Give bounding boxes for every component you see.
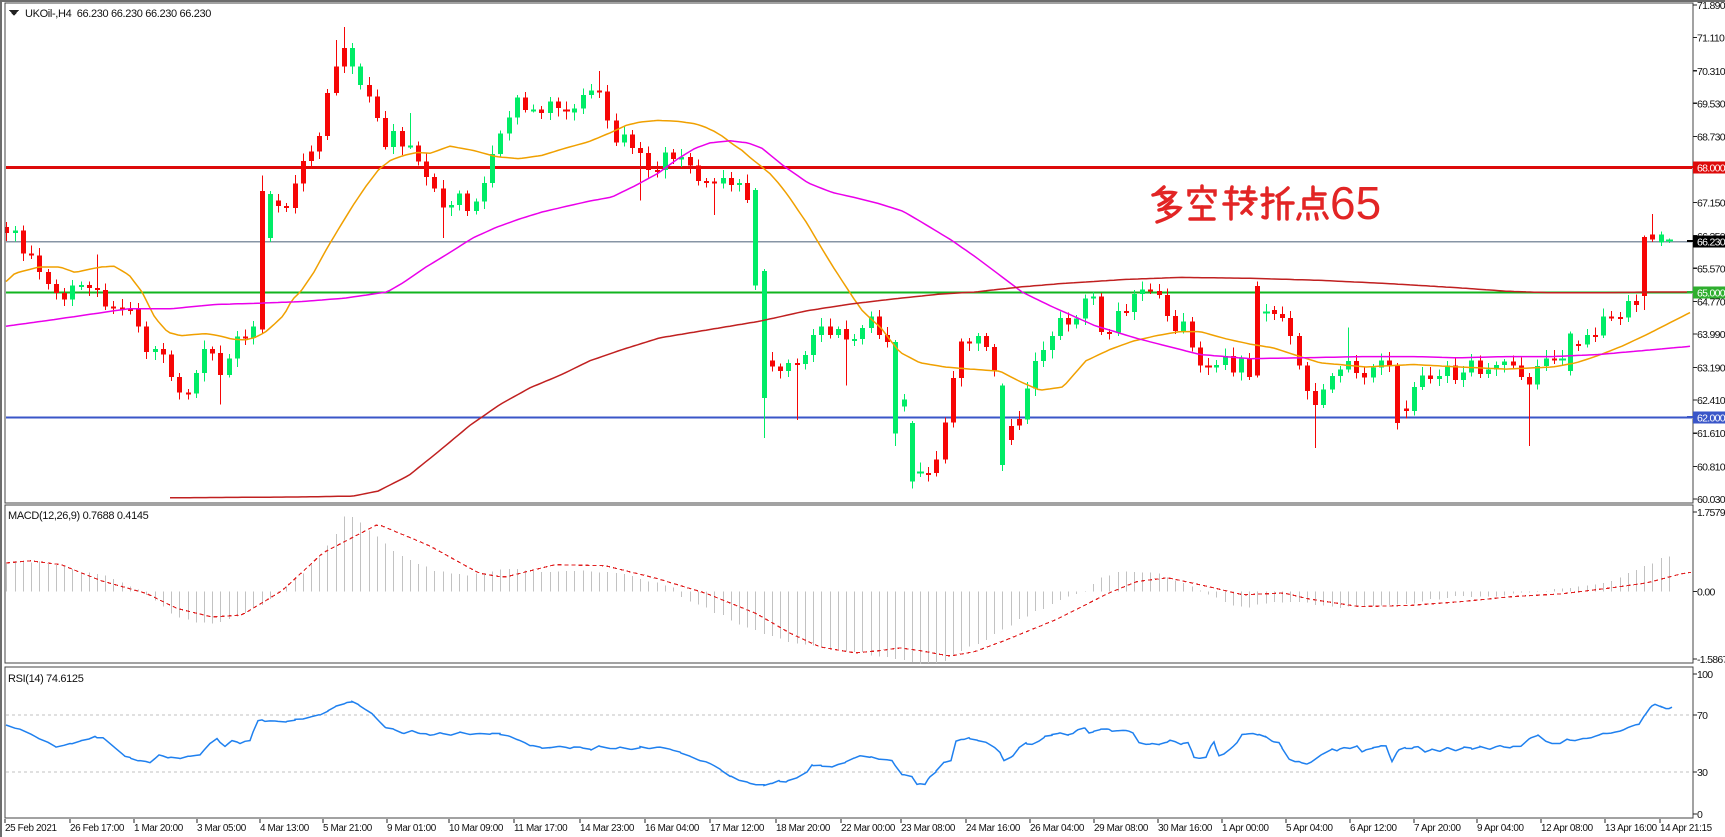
svg-text:0.00: 0.00 [1697, 587, 1715, 599]
svg-text:17 Mar 12:00: 17 Mar 12:00 [710, 823, 765, 834]
svg-text:9 Mar 01:00: 9 Mar 01:00 [387, 823, 437, 834]
svg-text:30 Mar 16:00: 30 Mar 16:00 [1158, 823, 1213, 834]
svg-text:29 Mar 08:00: 29 Mar 08:00 [1094, 823, 1149, 834]
svg-text:69.530: 69.530 [1697, 98, 1725, 110]
svg-text:1 Apr 00:00: 1 Apr 00:00 [1222, 823, 1270, 834]
svg-text:1.7579: 1.7579 [1697, 507, 1725, 519]
svg-text:4 Mar 13:00: 4 Mar 13:00 [260, 823, 310, 834]
svg-text:7 Apr 20:00: 7 Apr 20:00 [1414, 823, 1462, 834]
svg-text:71.890: 71.890 [1697, 0, 1725, 12]
svg-text:12 Apr 08:00: 12 Apr 08:00 [1541, 823, 1594, 834]
svg-text:65.000: 65.000 [1697, 288, 1725, 300]
svg-text:62.000: 62.000 [1697, 413, 1725, 425]
svg-text:70: 70 [1697, 710, 1708, 722]
svg-text:14 Apr 21:15: 14 Apr 21:15 [1660, 823, 1713, 834]
svg-text:26 Mar 04:00: 26 Mar 04:00 [1030, 823, 1085, 834]
svg-text:65: 65 [1330, 177, 1381, 229]
svg-text:UKOil-,H4 66.230 66.230 66.23: UKOil-,H4 66.230 66.230 66.230 66.230 [25, 8, 211, 20]
svg-text:0: 0 [1697, 809, 1703, 821]
svg-text:68.000: 68.000 [1697, 163, 1725, 175]
svg-text:26 Feb 17:00: 26 Feb 17:00 [70, 823, 125, 834]
svg-text:3 Mar 05:00: 3 Mar 05:00 [197, 823, 247, 834]
svg-text:66.230: 66.230 [1697, 236, 1725, 248]
svg-text:23 Mar 08:00: 23 Mar 08:00 [901, 823, 956, 834]
svg-text:61.610: 61.610 [1697, 428, 1725, 440]
svg-text:70.310: 70.310 [1697, 66, 1725, 78]
svg-text:6 Apr 12:00: 6 Apr 12:00 [1350, 823, 1398, 834]
svg-text:14 Mar 23:00: 14 Mar 23:00 [580, 823, 635, 834]
svg-text:MACD(12,26,9) 0.7688 0.4145: MACD(12,26,9) 0.7688 0.4145 [8, 510, 149, 522]
svg-text:5 Apr 04:00: 5 Apr 04:00 [1286, 823, 1334, 834]
svg-text:67.150: 67.150 [1697, 197, 1725, 209]
svg-text:63.990: 63.990 [1697, 329, 1725, 341]
svg-text:68.730: 68.730 [1697, 132, 1725, 144]
svg-text:-1.5867: -1.5867 [1697, 654, 1725, 666]
svg-text:24 Mar 16:00: 24 Mar 16:00 [966, 823, 1021, 834]
svg-text:13 Apr 16:00: 13 Apr 16:00 [1605, 823, 1658, 834]
svg-text:1 Mar 20:00: 1 Mar 20:00 [134, 823, 184, 834]
svg-text:30: 30 [1697, 767, 1708, 779]
svg-text:9 Apr 04:00: 9 Apr 04:00 [1477, 823, 1525, 834]
svg-text:100: 100 [1697, 669, 1713, 681]
svg-text:22 Mar 00:00: 22 Mar 00:00 [841, 823, 896, 834]
svg-text:60.030: 60.030 [1697, 494, 1725, 506]
svg-text:71.110: 71.110 [1697, 33, 1725, 45]
svg-text:16 Mar 04:00: 16 Mar 04:00 [645, 823, 700, 834]
svg-text:64.770: 64.770 [1697, 297, 1725, 309]
svg-text:RSI(14) 74.6125: RSI(14) 74.6125 [8, 673, 84, 685]
svg-text:10 Mar 09:00: 10 Mar 09:00 [449, 823, 504, 834]
svg-text:65.570: 65.570 [1697, 263, 1725, 275]
svg-text:25 Feb 2021: 25 Feb 2021 [5, 823, 57, 834]
svg-text:62.410: 62.410 [1697, 395, 1725, 407]
svg-text:11 Mar 17:00: 11 Mar 17:00 [514, 823, 568, 834]
svg-text:5 Mar 21:00: 5 Mar 21:00 [323, 823, 373, 834]
svg-text:60.810: 60.810 [1697, 462, 1725, 474]
svg-text:18 Mar 20:00: 18 Mar 20:00 [776, 823, 831, 834]
svg-text:63.190: 63.190 [1697, 362, 1725, 374]
